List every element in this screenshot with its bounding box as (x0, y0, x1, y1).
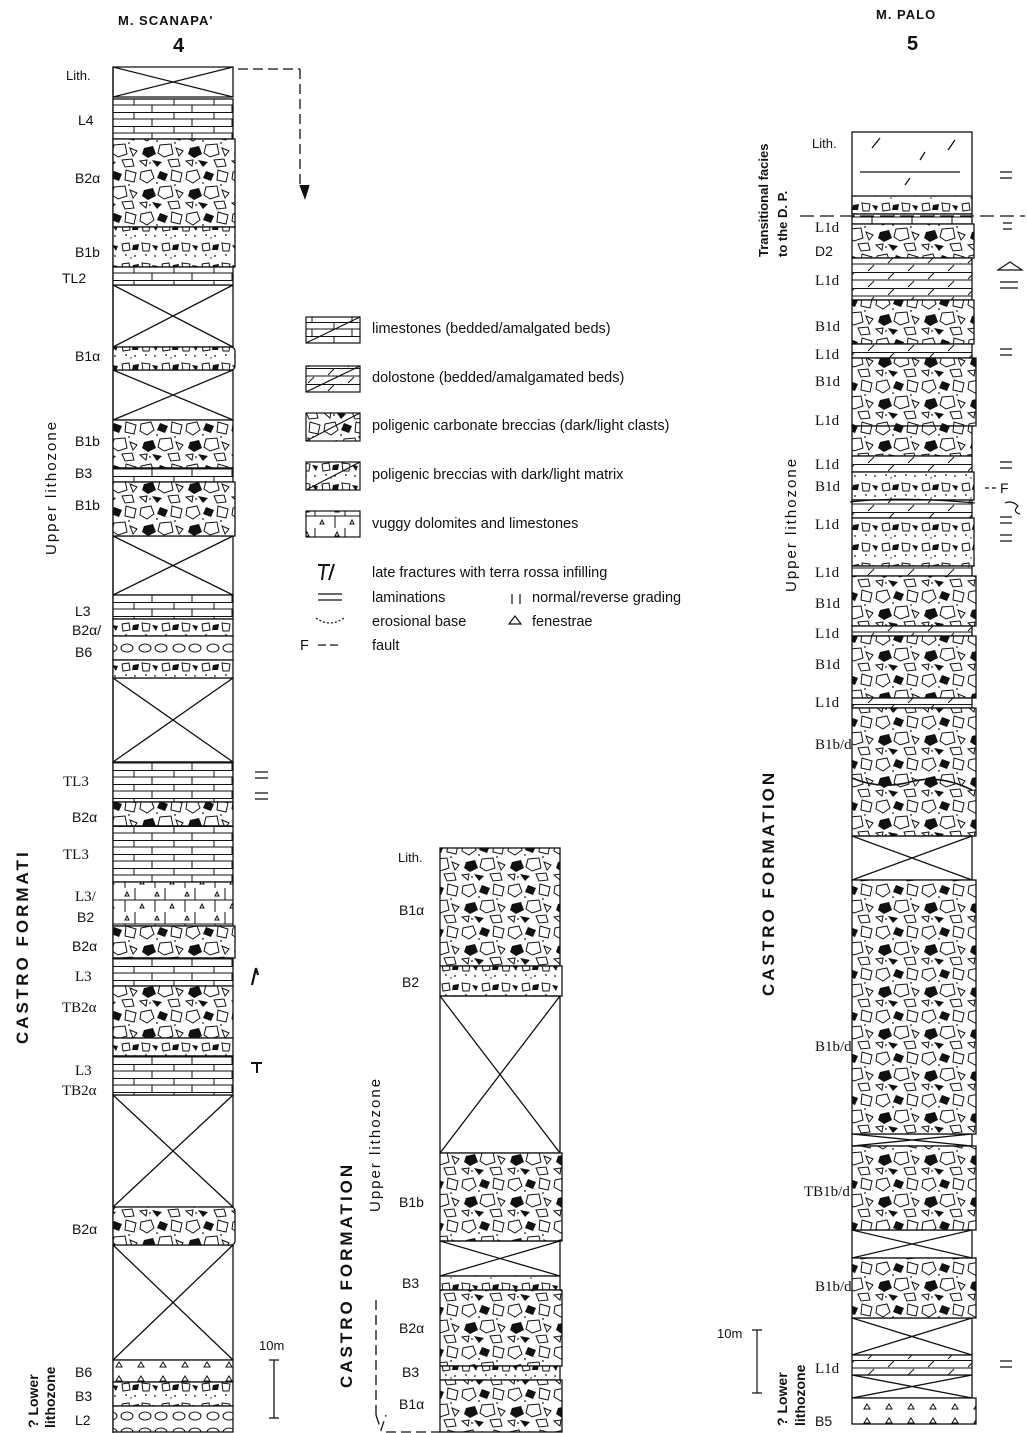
unit-label: B5 (815, 1413, 833, 1429)
unit-label: B1b/d (815, 1039, 852, 1055)
unit-label: B6 (75, 644, 93, 660)
column-5 (849, 131, 977, 1425)
formation-label: CASTRO FORMATION (759, 769, 778, 996)
unit-label: B2 (77, 909, 95, 925)
column-5-symbols (752, 171, 1024, 1394)
unit-label: TL2 (62, 270, 87, 286)
unit-label: B1d (815, 374, 841, 390)
unit-label: TB2α (62, 1083, 97, 1099)
legend-limestones: limestones (bedded/amalgated beds) (372, 321, 611, 337)
section-4-number: 4 (173, 35, 185, 57)
unit-label: B2α (75, 170, 101, 186)
section-5-name: M. PALO (876, 7, 937, 22)
legend-fault-letter: F (300, 638, 309, 654)
legend-symbols (305, 316, 523, 646)
unit-label: B1α (75, 348, 101, 364)
unit-label: B3 (75, 1388, 93, 1404)
unit-label: L1d (815, 457, 840, 473)
unit-label: L1d (815, 347, 840, 363)
unit-label: B1d (815, 657, 841, 673)
unit-label: B1b (75, 244, 100, 260)
lower-lithozone-label-1: ? Lower (774, 1372, 790, 1426)
lithozone-label: Upper lithozone (783, 456, 800, 592)
unit-label: L3 (75, 969, 92, 985)
legend-breccias-matrix: poligenic breccias with dark/light matri… (372, 467, 624, 483)
unit-label: B2α (399, 1320, 425, 1336)
unit-label: B3 (402, 1364, 420, 1380)
unit-label: TL3 (63, 847, 89, 863)
unit-label: B1b/d (815, 737, 852, 753)
unit-label: L3 (75, 603, 91, 619)
unit-label: Lith. (812, 136, 837, 151)
legend-grading: normal/reverse grading (532, 590, 682, 606)
unit-label: L1d (815, 220, 840, 236)
section-4-name: M. SCANAPA' (118, 13, 214, 28)
unit-label: L1d (815, 626, 840, 642)
unit-label: L1d (815, 273, 840, 289)
unit-label: L2 (75, 1412, 91, 1428)
unit-label: B2α (72, 809, 98, 825)
legend-fenestrae: fenestrae (532, 614, 593, 630)
unit-label: L4 (78, 112, 94, 128)
legend-erosional: erosional base (372, 614, 467, 630)
unit-label: L1d (815, 565, 840, 581)
formation-label: CASTRO FORMATION (337, 1161, 356, 1388)
unit-label: B2α/ (72, 622, 102, 638)
lower-lithozone-label-1: ? Lower (25, 1374, 41, 1428)
unit-label: B1b (75, 433, 100, 449)
unit-label: L1d (815, 413, 840, 429)
formation-label: CASTRO FORMATI (13, 849, 32, 1044)
unit-label: L1d (815, 1361, 840, 1377)
unit-label: B3 (75, 465, 93, 481)
legend-vuggy: vuggy dolomites and limestones (372, 516, 579, 532)
unit-label: B2 (402, 974, 420, 990)
unit-label: L1d (815, 517, 840, 533)
unit-label: D2 (815, 243, 833, 259)
legend-breccias: poligenic carbonate breccias (dark/light… (372, 418, 670, 434)
unit-label: L3 (75, 1063, 92, 1079)
unit-label: TB1b/d (804, 1184, 850, 1200)
scale-label: 10m (259, 1338, 285, 1353)
unit-label: L1d (815, 695, 840, 711)
unit-label: B2α (72, 938, 98, 954)
unit-label: Lith. (66, 68, 91, 83)
unit-label: B1d (815, 319, 841, 335)
unit-label: B1α (399, 1396, 425, 1412)
legend-dolostone: dolostone (bedded/amalgamated beds) (372, 370, 625, 386)
unit-label: TL3 (63, 774, 89, 790)
unit-label: B1α (399, 902, 425, 918)
fault-label: F (1000, 480, 1009, 496)
unit-label: B3 (402, 1275, 420, 1291)
column-4-fault (238, 68, 310, 200)
unit-label: Lith. (398, 850, 423, 865)
unit-label: B1b/d (815, 1279, 852, 1295)
column-4-beds (112, 98, 236, 1433)
legend-fault: fault (372, 638, 400, 654)
unit-label: B1b (399, 1194, 424, 1210)
unit-label: B1b (75, 497, 100, 513)
unit-label: B1d (815, 479, 841, 495)
unit-label: B2α (72, 1221, 98, 1237)
column-mid (375, 847, 563, 1433)
unit-label: B6 (75, 1364, 93, 1380)
lower-lithozone-label-2: lithozone (792, 1364, 808, 1426)
unit-label: L3/ (75, 889, 96, 905)
column-4-symbols (250, 771, 279, 1419)
legend-laminations: laminations (372, 590, 446, 606)
section-5-number: 5 (907, 33, 919, 55)
unit-label: TB2α (62, 1000, 97, 1016)
legend-fractures: late fractures with terra rossa infillin… (372, 565, 608, 581)
lithozone-label: Upper lithozone (43, 419, 60, 555)
transitional-facies-label-2: to the D. P. (775, 190, 790, 257)
scale-label: 10m (717, 1326, 743, 1341)
lower-lithozone-label-2: lithozone (42, 1366, 58, 1428)
unit-label: B1d (815, 596, 841, 612)
lithozone-label: Upper lithozone (367, 1076, 384, 1212)
transitional-facies-label-1: Transitional facies (756, 143, 771, 257)
